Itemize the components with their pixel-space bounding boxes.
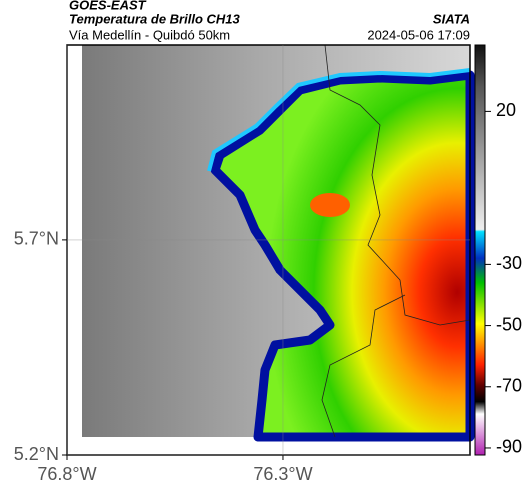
x-tick-label: 76.8°W (37, 464, 96, 484)
y-tick-label: 5.2°N (14, 444, 59, 464)
colorbar-label: -90 (496, 437, 522, 457)
region: Vía Medellín - Quibdó 50km (69, 27, 230, 42)
borders (321, 44, 471, 438)
colorbar-label: 20 (496, 100, 516, 120)
warm-spot (310, 193, 350, 217)
product: Temperatura de Brillo CH13 (69, 11, 241, 26)
y-tick-label: 5.7°N (14, 229, 59, 249)
timestamp: 2024-05-06 17:09 (367, 27, 470, 42)
x-tick-label: 76.3°W (253, 464, 312, 484)
satellite: GOES-EAST (69, 0, 147, 12)
convective-cell (210, 70, 475, 442)
colorbar-label: -30 (496, 253, 522, 273)
cloud-edge (207, 68, 471, 172)
colorbar (474, 44, 486, 456)
source: SIATA (433, 11, 470, 26)
colorbar-label: -50 (496, 314, 522, 334)
colorbar-label: -70 (496, 376, 522, 396)
